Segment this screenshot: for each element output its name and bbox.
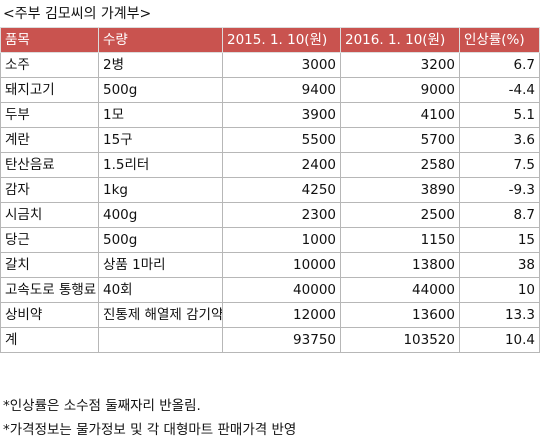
cell-item: 상비약 <box>0 302 99 328</box>
cell-item: 계 <box>0 327 99 353</box>
cell-increase-rate: -9.3 <box>459 177 540 203</box>
cell-quantity <box>98 327 223 353</box>
footnote-source: *가격정보는 물가정보 및 각 대형마트 판매가격 반영 <box>3 422 297 438</box>
cell-quantity: 40회 <box>98 277 223 303</box>
table-row: 탄산음료 1.5리터 2400 2580 7.5 <box>0 152 540 178</box>
cell-increase-rate: 13.3 <box>459 302 540 328</box>
cell-price-2016: 3890 <box>340 177 460 203</box>
cell-quantity: 1.5리터 <box>98 152 223 178</box>
cell-price-2016: 9000 <box>340 77 460 103</box>
cell-price-2016: 13800 <box>340 252 460 278</box>
cell-item: 돼지고기 <box>0 77 99 103</box>
total-row: 계 93750 103520 10.4 <box>0 327 540 353</box>
cell-increase-rate: 10 <box>459 277 540 303</box>
cell-price-2016: 13600 <box>340 302 460 328</box>
cell-item: 두부 <box>0 102 99 128</box>
table-row: 당근 500g 1000 1150 15 <box>0 227 540 253</box>
cell-quantity: 500g <box>98 77 223 103</box>
cell-item: 당근 <box>0 227 99 253</box>
cell-item: 소주 <box>0 52 99 78</box>
cell-price-2016: 103520 <box>340 327 460 353</box>
cell-quantity: 상품 1마리 <box>98 252 223 278</box>
table-row: 계란 15구 5500 5700 3.6 <box>0 127 540 153</box>
cell-price-2016: 2500 <box>340 202 460 228</box>
cell-increase-rate: -4.4 <box>459 77 540 103</box>
table-row: 두부 1모 3900 4100 5.1 <box>0 102 540 128</box>
cell-increase-rate: 7.5 <box>459 152 540 178</box>
cell-quantity: 500g <box>98 227 223 253</box>
cell-price-2015: 2300 <box>222 202 341 228</box>
header-increase-rate: 인상률(%) <box>459 27 540 53</box>
cell-increase-rate: 38 <box>459 252 540 278</box>
cell-price-2015: 12000 <box>222 302 341 328</box>
cell-price-2015: 93750 <box>222 327 341 353</box>
table-header-row: 품목 수량 2015. 1. 10(원) 2016. 1. 10(원) 인상률(… <box>0 27 540 53</box>
header-price-2016: 2016. 1. 10(원) <box>340 27 460 53</box>
cell-price-2016: 5700 <box>340 127 460 153</box>
table-row: 고속도로 통행료 40회 40000 44000 10 <box>0 277 540 303</box>
table-row: 돼지고기 500g 9400 9000 -4.4 <box>0 77 540 103</box>
cell-increase-rate: 8.7 <box>459 202 540 228</box>
header-price-2015: 2015. 1. 10(원) <box>222 27 341 53</box>
footnote-rounding: *인상률은 소수점 둘째자리 반올림. <box>3 398 201 414</box>
cell-quantity: 진통제 해열제 감기약 등 <box>98 302 223 328</box>
cell-item: 탄산음료 <box>0 152 99 178</box>
cell-price-2015: 4250 <box>222 177 341 203</box>
cell-price-2015: 2400 <box>222 152 341 178</box>
cell-price-2016: 3200 <box>340 52 460 78</box>
page-title: <주부 김모씨의 가계부> <box>3 6 152 22</box>
cell-item: 고속도로 통행료 <box>0 277 99 303</box>
cell-price-2015: 10000 <box>222 252 341 278</box>
cell-price-2016: 1150 <box>340 227 460 253</box>
cell-item: 감자 <box>0 177 99 203</box>
cell-increase-rate: 3.6 <box>459 127 540 153</box>
cell-price-2016: 44000 <box>340 277 460 303</box>
cell-price-2016: 2580 <box>340 152 460 178</box>
table-row: 갈치 상품 1마리 10000 13800 38 <box>0 252 540 278</box>
cell-item: 갈치 <box>0 252 99 278</box>
cell-increase-rate: 5.1 <box>459 102 540 128</box>
header-item: 품목 <box>0 27 99 53</box>
cell-quantity: 1모 <box>98 102 223 128</box>
cell-price-2015: 3000 <box>222 52 341 78</box>
cell-price-2015: 40000 <box>222 277 341 303</box>
cell-price-2015: 3900 <box>222 102 341 128</box>
cell-quantity: 400g <box>98 202 223 228</box>
cell-quantity: 1kg <box>98 177 223 203</box>
cell-price-2015: 1000 <box>222 227 341 253</box>
table-row: 소주 2병 3000 3200 6.7 <box>0 52 540 78</box>
cell-item: 계란 <box>0 127 99 153</box>
cell-quantity: 15구 <box>98 127 223 153</box>
footnotes: *인상률은 소수점 둘째자리 반올림. *가격정보는 물가정보 및 각 대형마트… <box>3 394 296 442</box>
cell-increase-rate: 6.7 <box>459 52 540 78</box>
cell-increase-rate: 15 <box>459 227 540 253</box>
cell-quantity: 2병 <box>98 52 223 78</box>
household-budget-table: 품목 수량 2015. 1. 10(원) 2016. 1. 10(원) 인상률(… <box>0 27 540 353</box>
table-row: 감자 1kg 4250 3890 -9.3 <box>0 177 540 203</box>
header-quantity: 수량 <box>98 27 223 53</box>
cell-price-2015: 9400 <box>222 77 341 103</box>
cell-item: 시금치 <box>0 202 99 228</box>
table-row: 시금치 400g 2300 2500 8.7 <box>0 202 540 228</box>
cell-increase-rate: 10.4 <box>459 327 540 353</box>
cell-price-2015: 5500 <box>222 127 341 153</box>
cell-price-2016: 4100 <box>340 102 460 128</box>
